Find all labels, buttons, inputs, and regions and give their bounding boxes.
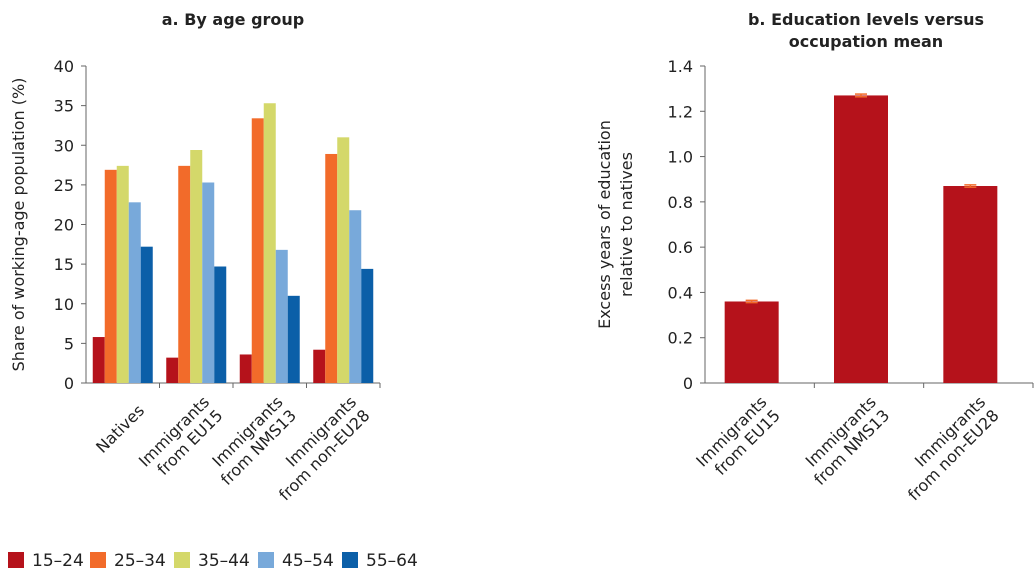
legend-swatch <box>342 552 358 568</box>
y-tick-label: 1.0 <box>668 148 693 167</box>
chart-title: b. Education levels versus occupation mea… <box>748 10 984 51</box>
legend-swatch <box>8 552 24 568</box>
y-tick-label: 35 <box>54 97 74 116</box>
legend-item: 45–54 <box>258 551 334 571</box>
y-tick-label: 25 <box>54 176 74 195</box>
chart-title-line: b. Education levels versus <box>748 10 984 29</box>
legend-swatch <box>174 552 190 568</box>
bar <box>239 354 252 383</box>
bar <box>178 165 191 383</box>
bar <box>128 202 141 383</box>
y-tick-label: 20 <box>54 216 74 235</box>
y-tick-label: 10 <box>54 295 74 314</box>
bar <box>325 153 338 383</box>
x-category-label: Immigrantsfrom EU15 <box>135 392 227 484</box>
bar <box>104 169 117 383</box>
y-axis-label-line: Excess years of education <box>595 120 614 329</box>
y-axis-label: Share of working-age population (%) <box>9 78 28 372</box>
bar <box>166 357 179 383</box>
bar <box>361 268 374 383</box>
y-tick-label: 5 <box>64 334 74 353</box>
y-tick-label: 30 <box>54 136 74 155</box>
y-tick-label: 1.4 <box>668 57 693 76</box>
y-tick-label: 0 <box>64 374 74 393</box>
legend-label: 15–24 <box>32 551 84 571</box>
legend-label: 35–44 <box>198 551 250 571</box>
legend-swatch <box>258 552 274 568</box>
chart-title: a. By age group <box>162 10 305 29</box>
bar <box>337 137 350 383</box>
bar <box>214 266 227 383</box>
bar <box>140 246 153 383</box>
x-category-label: Immigrantsfrom NMS13 <box>203 392 300 489</box>
chart-title-line: a. By age group <box>162 10 305 29</box>
x-category-label-line: Natives <box>92 401 148 457</box>
bar <box>116 165 129 383</box>
y-tick-label: 0.8 <box>668 193 693 212</box>
y-tick-label: 0.6 <box>668 238 693 257</box>
x-category-label: Immigrantsfrom EU15 <box>692 392 784 484</box>
y-axis-label-line: relative to natives <box>617 152 636 297</box>
legend-item: 15–24 <box>8 551 84 571</box>
y-tick-label: 15 <box>54 255 74 274</box>
bar <box>190 150 203 383</box>
legend-item: 25–34 <box>90 551 166 571</box>
chart-title-line: occupation mean <box>789 32 943 51</box>
y-tick-label: 0.4 <box>668 283 693 302</box>
legend-item: 55–64 <box>342 551 418 571</box>
bar <box>275 249 288 383</box>
bar <box>263 103 276 383</box>
bar <box>313 349 326 383</box>
bar <box>92 337 105 383</box>
chart-legend: 15–24 25–34 35–44 45–54 55–64 <box>8 551 418 571</box>
bar <box>943 186 998 383</box>
panel-b-education-levels: b. Education levels versus occupation mea… <box>595 10 1034 504</box>
bar <box>287 295 300 383</box>
legend-label: 45–54 <box>282 551 334 571</box>
legend-label: 55–64 <box>366 551 418 571</box>
y-tick-label: 1.2 <box>668 102 693 121</box>
panel-a-by-age-group: a. By age group 0 5 10 15 20 25 30 35 40 Share of … <box>9 10 381 504</box>
legend-item: 35–44 <box>174 551 250 571</box>
y-tick-label: 0 <box>683 374 693 393</box>
bar <box>349 210 362 383</box>
bar <box>724 301 779 383</box>
x-category-label: Natives <box>92 401 148 457</box>
x-category-label: Immigrantsfrom non-EU28 <box>891 392 1003 504</box>
legend-swatch <box>90 552 106 568</box>
y-tick-label: 40 <box>54 57 74 76</box>
bar <box>251 118 264 384</box>
bar <box>834 95 888 383</box>
y-axis-label: Excess years of education relative to nat… <box>595 120 636 329</box>
legend-label: 25–34 <box>114 551 166 571</box>
y-tick-label: 0.2 <box>668 329 693 348</box>
bar <box>202 182 215 383</box>
x-category-label: Immigrantsfrom NMS13 <box>797 392 894 489</box>
